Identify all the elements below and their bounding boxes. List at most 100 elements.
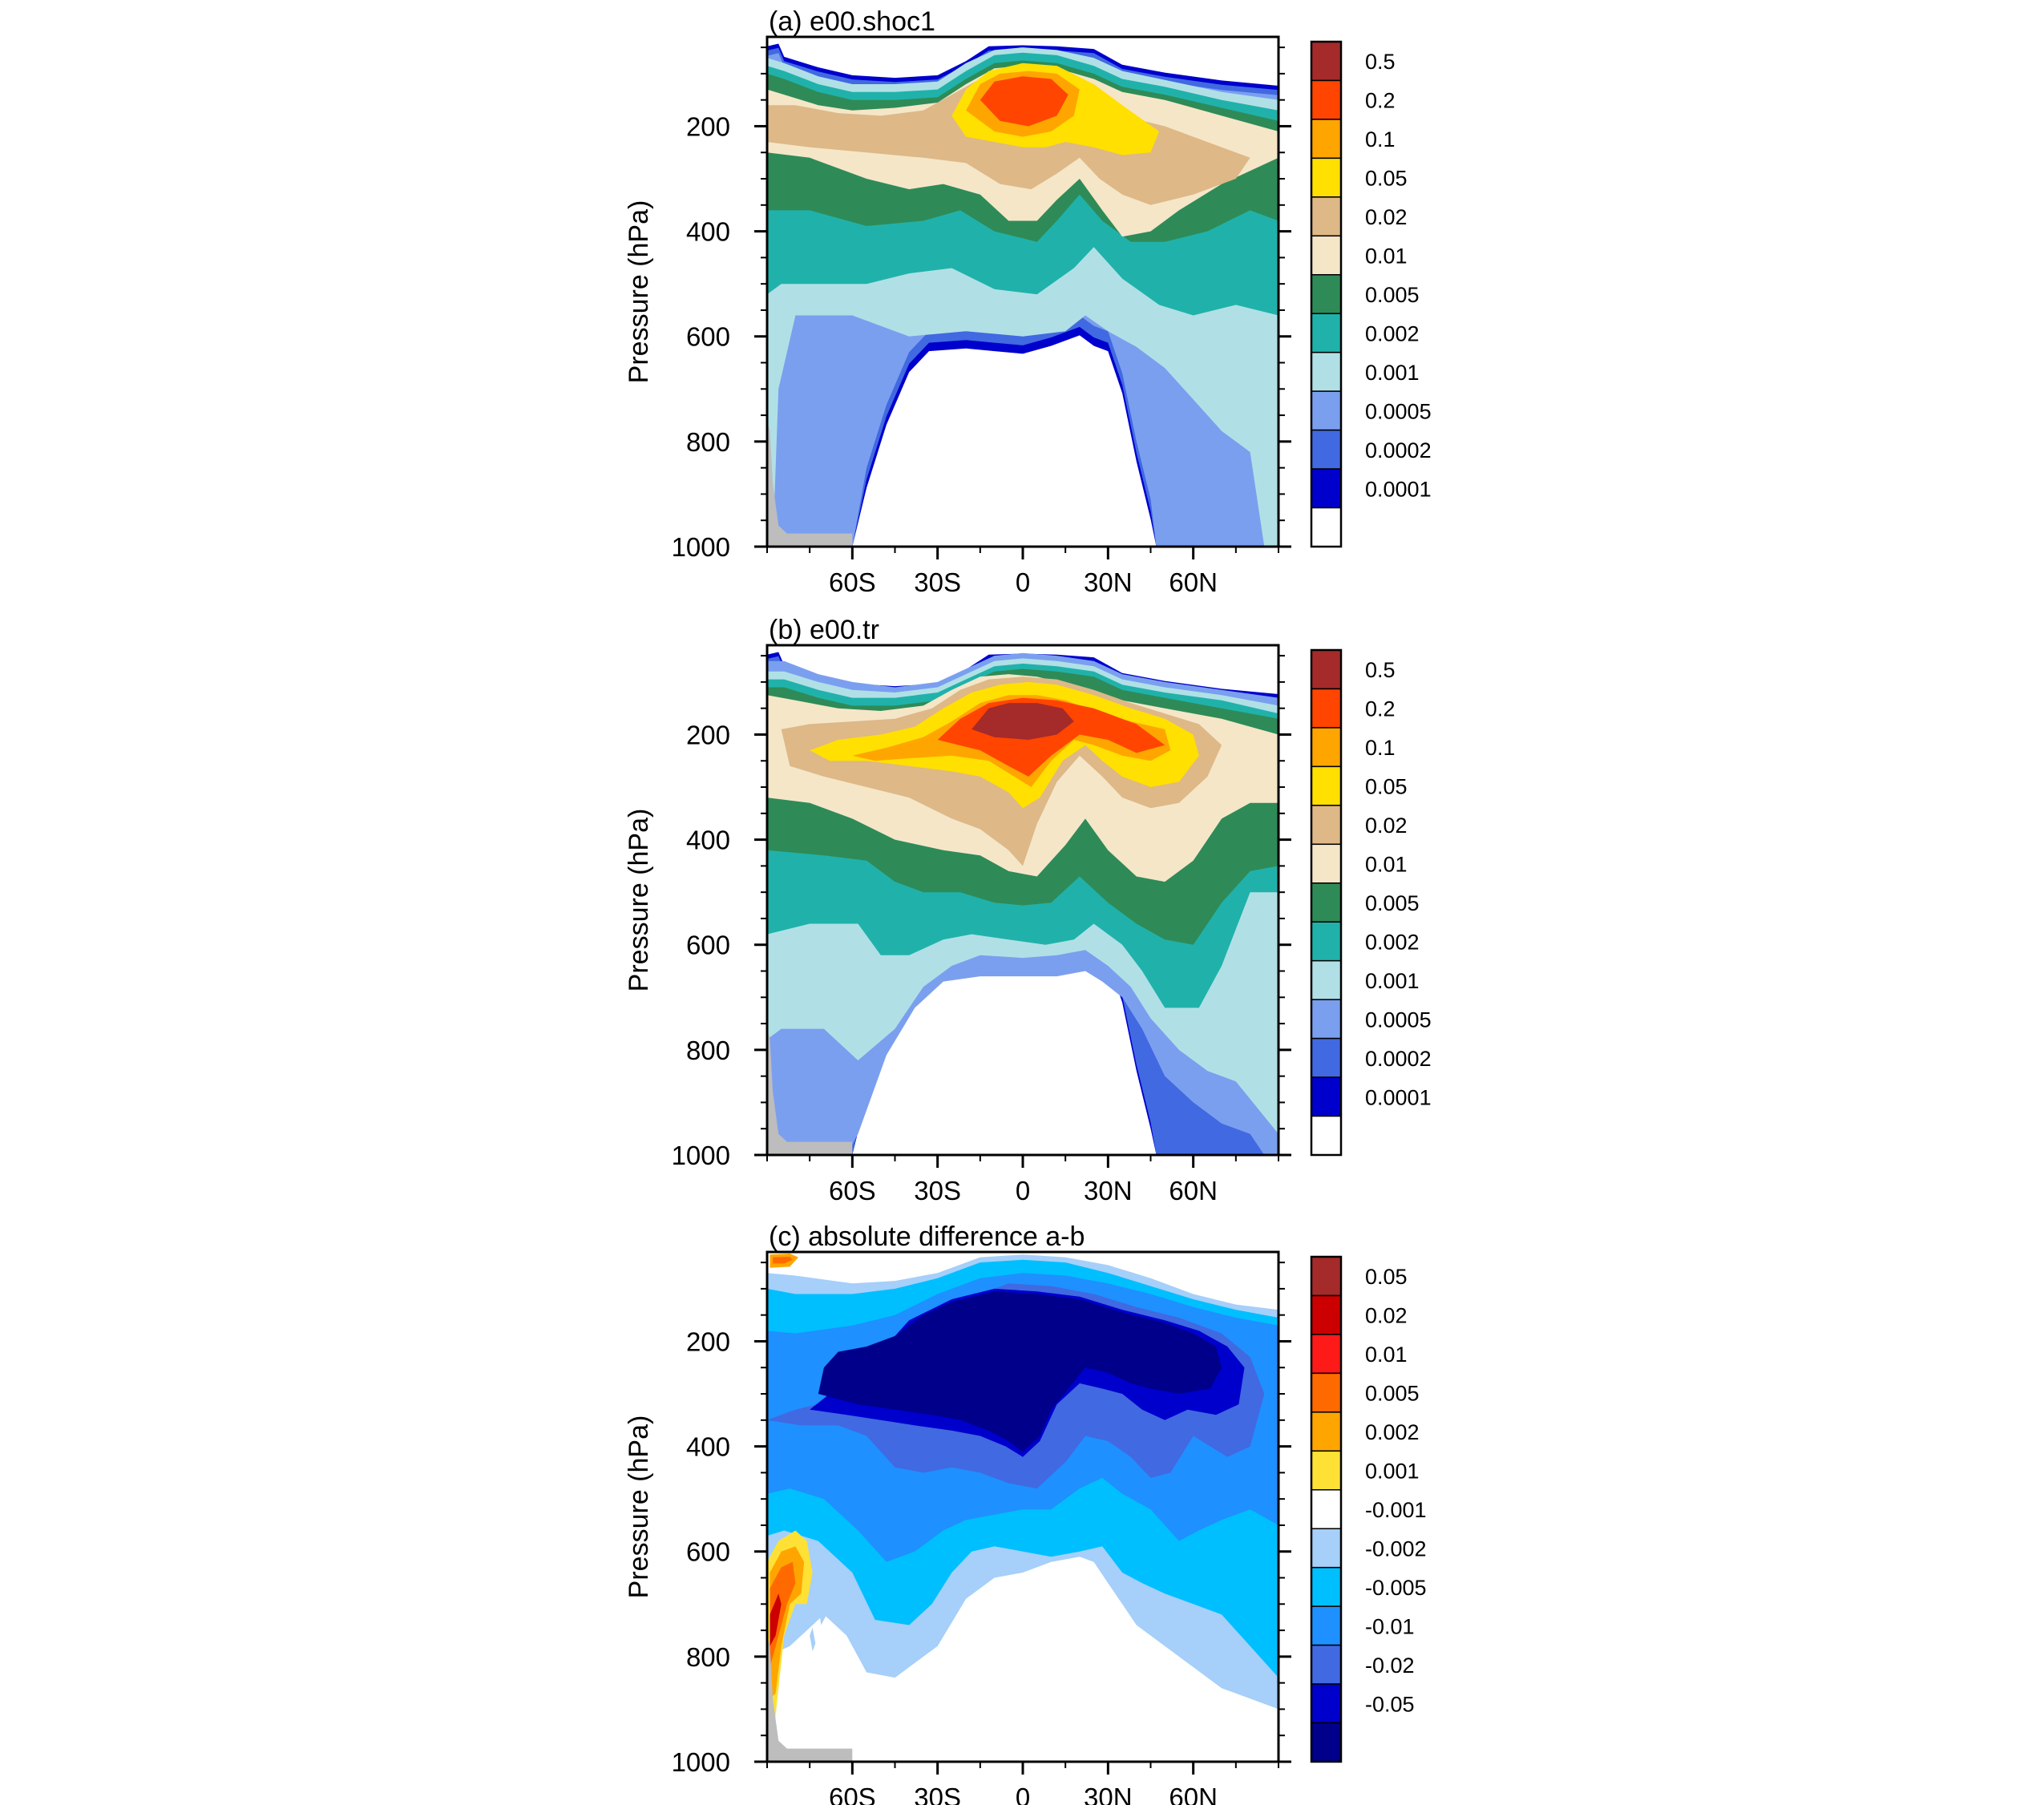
colorbar-swatch [1311,1450,1342,1491]
colorbar-swatch [1311,41,1342,82]
colorbar-swatch [1311,843,1342,884]
colorbar-swatch [1311,429,1342,470]
panel-a: 60S 30S 0 30N 60N 200 400 600 800 1000 (a) e00.sho… [624,6,1432,597]
y-tick-label: 400 [686,826,730,855]
colorbar-frame [1310,648,1343,1157]
contour-band [980,76,1068,127]
colorbar-frame [1310,40,1343,548]
colorbar-label: -0.05 [1365,1692,1415,1716]
y-tick-label: 400 [686,1432,730,1462]
y-axis-title: Pressure (hPa) [624,1415,654,1599]
colorbar-label: 0.002 [1365,931,1420,955]
panel-b: 60S 30S 0 30N 60N 200 400 600 800 1000 (b) e00.tr P… [624,615,1432,1205]
y-tick-label: 1000 [672,1747,730,1777]
panel-title: (b) e00.tr [769,615,879,645]
colorbar-label: 0.2 [1365,697,1396,721]
colorbar-swatch [1311,1256,1342,1297]
panel-title: (c) absolute difference a-b [769,1222,1085,1252]
colorbar-label: 0.02 [1365,205,1408,229]
y-tick-label: 600 [686,322,730,352]
y-axis-title: Pressure (hPa) [624,809,654,992]
colorbar-swatch [1311,196,1342,237]
y-axis-title: Pressure (hPa) [624,200,654,384]
colorbar-swatch [1311,805,1342,846]
y-tick-label: 800 [686,1642,730,1672]
colorbar-label: 0.02 [1365,1304,1408,1328]
colorbar-label: 0.002 [1365,322,1420,346]
y-tick-label: 600 [686,1537,730,1567]
colorbar-swatch [1311,765,1342,806]
colorbar-label: 0.05 [1365,167,1408,191]
colorbar-swatch [1311,1528,1342,1569]
y-tick-label: 200 [686,111,730,141]
x-tick-label: 60S [829,1783,876,1805]
colorbar-swatch [1311,507,1342,547]
colorbar-swatch [1311,274,1342,314]
panel-c: 60S 30S 0 30N 60N 200 400 600 800 1000 (c) absolut… [624,1222,1427,1805]
x-tick-label: 30S [914,567,961,597]
x-tick-label: 60N [1169,1783,1218,1805]
colorbar-label: 0.005 [1365,283,1420,307]
colorbar-label: 0.001 [1365,361,1420,385]
colorbar-label: 0.05 [1365,775,1408,799]
colorbar-label: 0.02 [1365,814,1408,838]
colorbar: 0.5 0.2 0.1 0.05 0.02 0.01 0.005 0.002 0.001 0.00… [1310,648,1432,1157]
y-tick-label: 200 [686,1326,730,1356]
colorbar-label: -0.005 [1365,1576,1427,1600]
colorbar-label: 0.1 [1365,736,1396,760]
colorbar-label: 0.0002 [1365,438,1432,462]
colorbar-swatch [1311,959,1342,1000]
colorbar-swatch [1311,1334,1342,1375]
colorbar-label: 0.5 [1365,50,1396,74]
colorbar-label: 0.5 [1365,658,1396,682]
contour-band [810,1627,816,1652]
colorbar-label: 0.005 [1365,891,1420,915]
colorbar-swatch [1311,1294,1342,1335]
colorbar-label: 0.002 [1365,1420,1420,1444]
colorbar-swatch [1311,688,1342,729]
colorbar-swatch [1311,649,1342,690]
colorbar-label: 0.01 [1365,853,1408,877]
colorbar: 0.05 0.02 0.01 0.005 0.002 0.001 -0.001 -0.002 -… [1310,1255,1427,1763]
missing-data-mask [767,420,853,547]
colorbar-label: 0.001 [1365,969,1420,993]
x-tick-label: 0 [1016,567,1030,597]
contour-field [767,37,1279,547]
colorbar-swatch [1311,235,1342,276]
contour-band [818,1593,827,1625]
colorbar-label: -0.01 [1365,1614,1415,1638]
x-tick-label: 30S [914,1176,961,1205]
colorbar-swatch [1311,882,1342,923]
missing-data-mask [767,1028,853,1155]
y-tick-label: 200 [686,720,730,749]
y-tick-label: 800 [686,427,730,457]
colorbar-swatch [1311,1115,1342,1156]
colorbar-swatch [1311,921,1342,962]
contour-band [818,1291,1222,1452]
y-tick-label: 1000 [672,532,730,562]
colorbar-label: 0.0005 [1365,399,1432,423]
colorbar-swatch [1311,1722,1342,1763]
x-tick-label: 30N [1084,1783,1133,1805]
contour-band [972,703,1074,740]
x-tick-label: 60S [829,567,876,597]
colorbar: 0.5 0.2 0.1 0.05 0.02 0.01 0.005 0.002 0.001 0.00… [1310,40,1432,548]
x-tick-label: 30N [1084,1176,1133,1205]
colorbar-label: 0.0002 [1365,1047,1432,1071]
colorbar-swatch [1311,119,1342,160]
colorbar-label: -0.002 [1365,1537,1427,1561]
x-tick-label: 30N [1084,567,1133,597]
colorbar-label: -0.02 [1365,1654,1415,1678]
x-tick-label: 0 [1016,1176,1030,1205]
colorbar-swatch [1311,157,1342,198]
colorbar-label: 0.005 [1365,1382,1420,1406]
colorbar-swatch [1311,468,1342,509]
contour-field [767,1252,1279,1762]
x-tick-label: 30S [914,1783,961,1805]
colorbar-swatch [1311,727,1342,768]
y-tick-label: 1000 [672,1141,730,1170]
x-tick-label: 60N [1169,1176,1218,1205]
colorbar-frame [1310,1255,1343,1763]
colorbar-label: 0.01 [1365,244,1408,269]
colorbar-swatch [1311,1683,1342,1724]
